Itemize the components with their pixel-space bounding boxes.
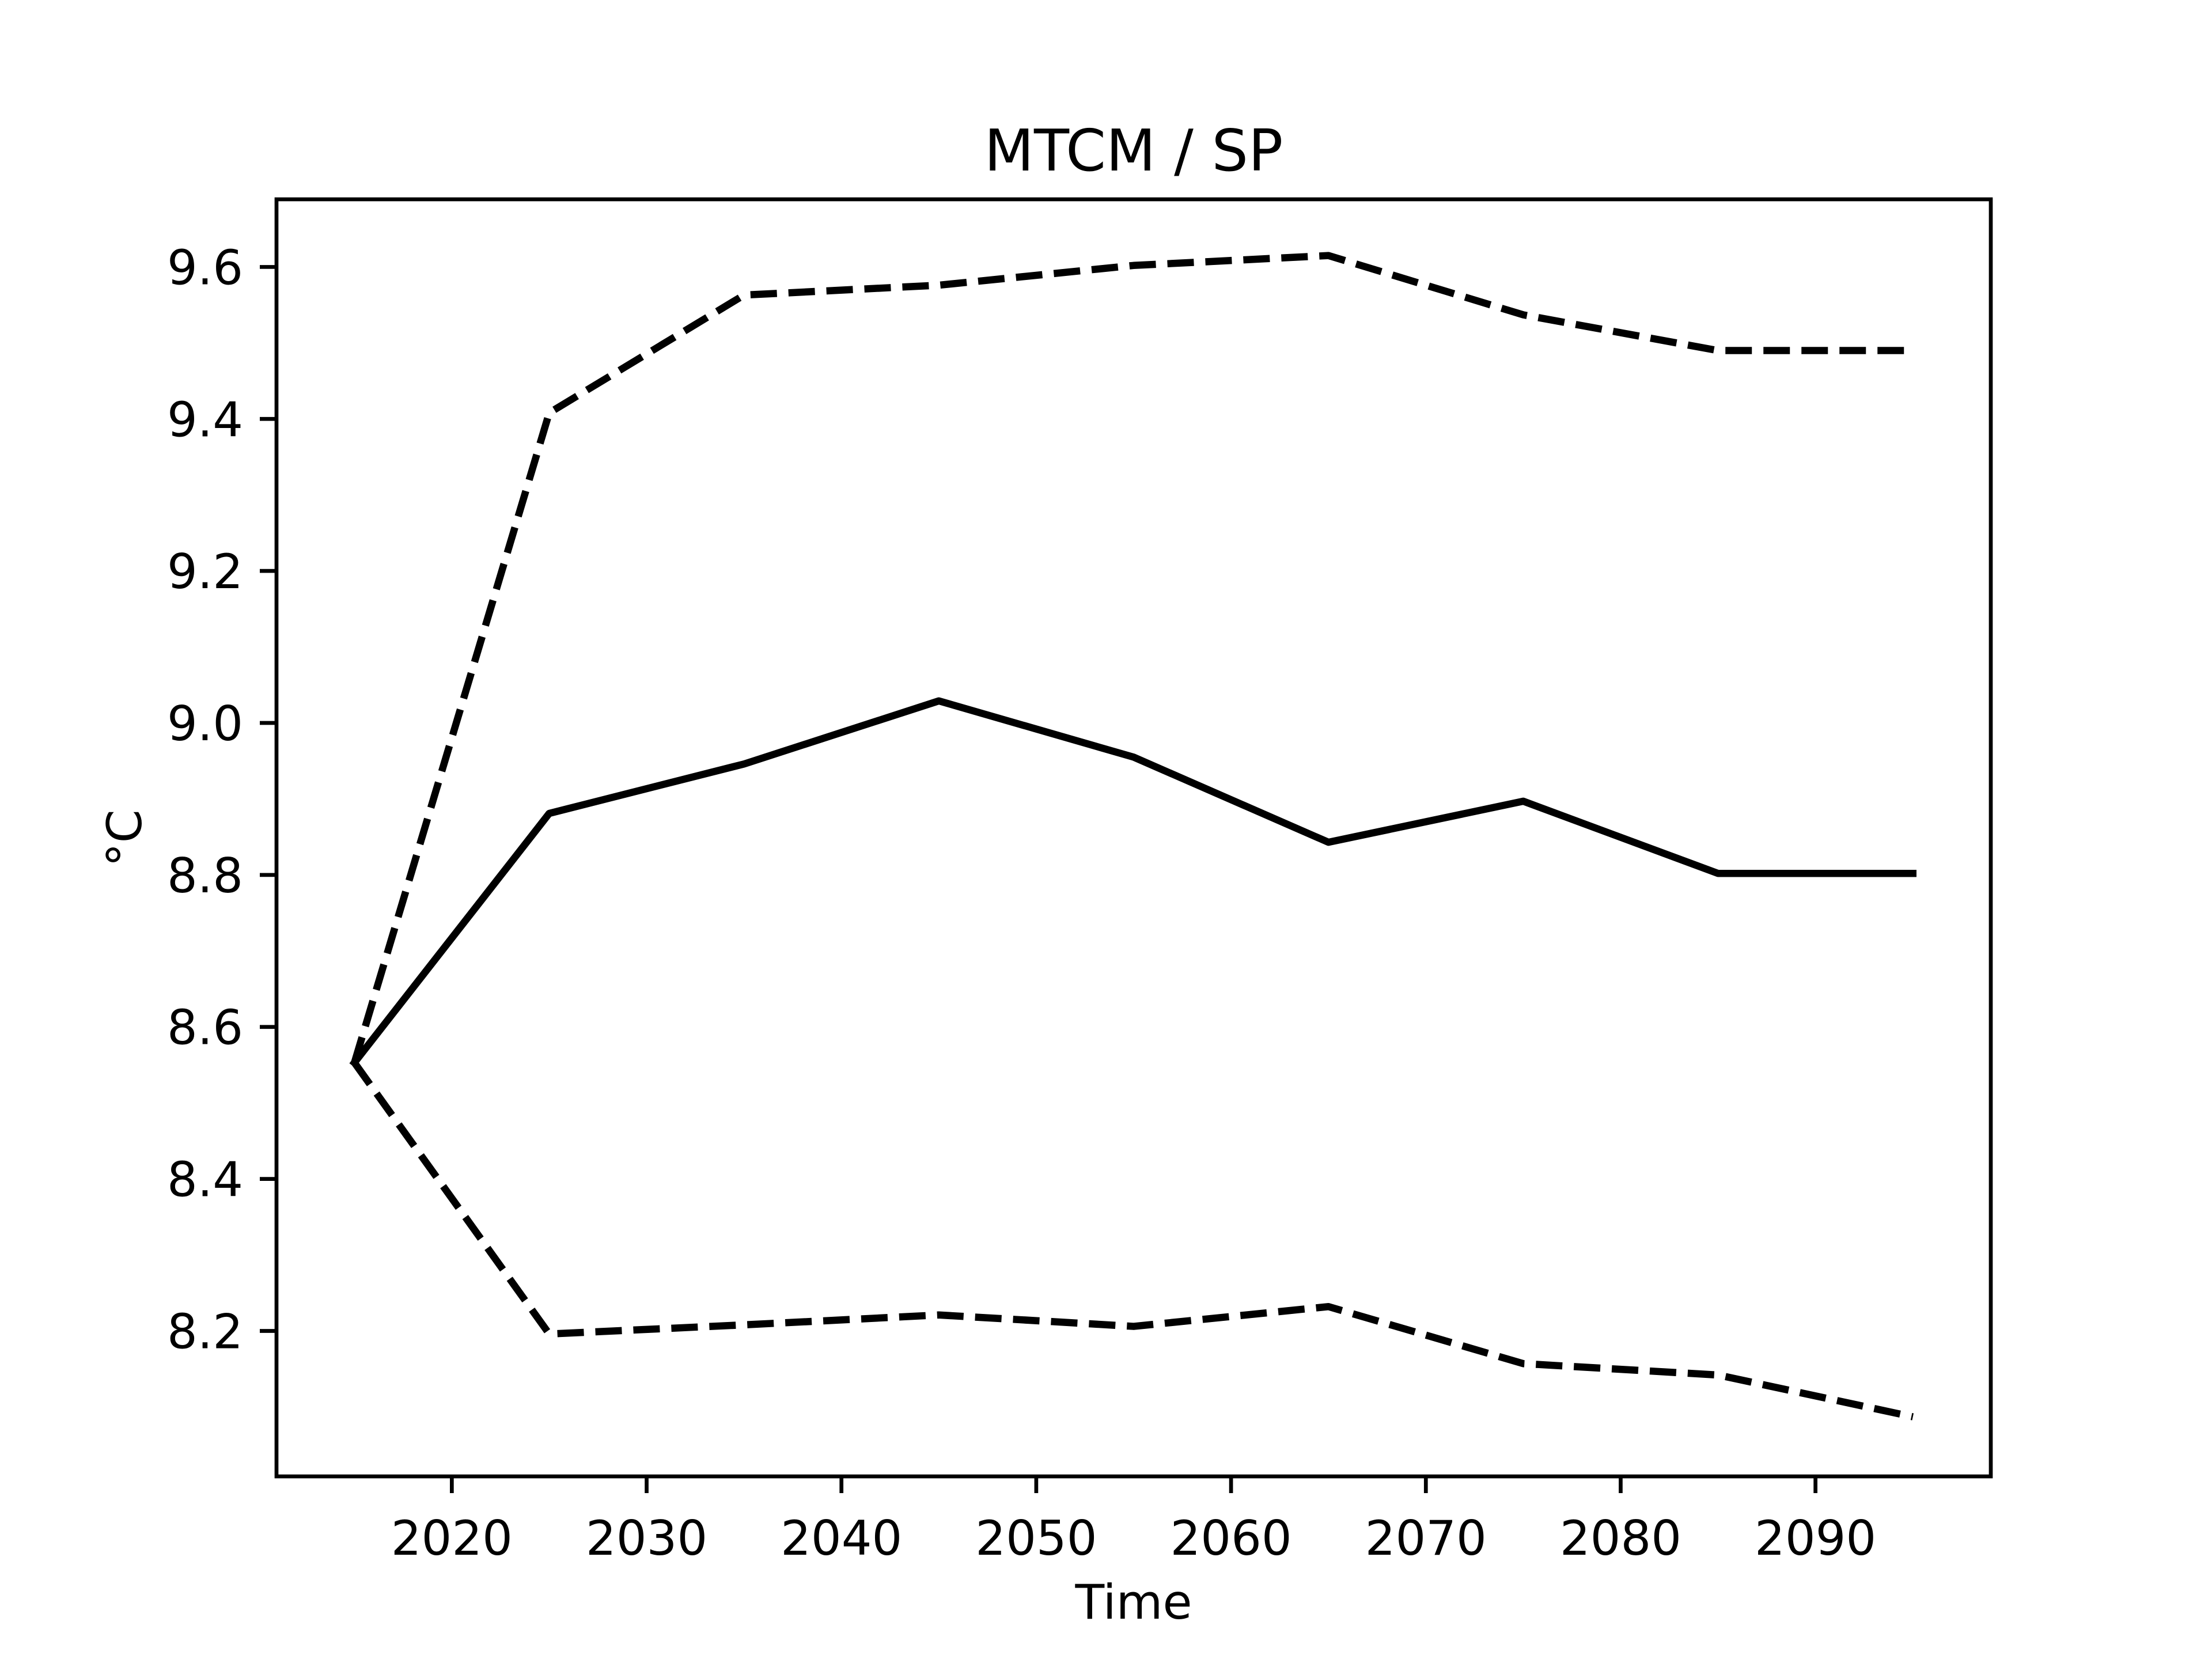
chart-title: MTCM / SP [984, 117, 1283, 184]
y-tick-label: 9.2 [167, 544, 243, 600]
x-tick-label: 2040 [781, 1510, 902, 1566]
x-tick-label: 2080 [1560, 1510, 1681, 1566]
y-tick-label: 8.4 [167, 1152, 243, 1208]
x-tick-label: 2020 [391, 1510, 513, 1566]
plot-frame [274, 197, 1993, 1479]
y-tick-label: 9.0 [167, 696, 243, 752]
y-axis-label: °C [97, 809, 153, 866]
x-tick-label: 2030 [586, 1510, 707, 1566]
x-tick-label: 2060 [1170, 1510, 1291, 1566]
line [349, 697, 1916, 1068]
y-tick-label: 8.8 [167, 848, 243, 904]
y-tick-label: 8.6 [167, 1000, 243, 1056]
x-tick-label: 2050 [975, 1510, 1097, 1566]
y-tick-label: 9.6 [167, 240, 243, 296]
x-tick-label: 2090 [1755, 1510, 1876, 1566]
x-tick-label: 2070 [1365, 1510, 1487, 1566]
y-tick-label: 9.4 [167, 392, 243, 448]
x-axis-label: Time [1074, 1574, 1192, 1630]
y-tick-label: 8.2 [167, 1304, 243, 1359]
dashed-line [351, 252, 1913, 1064]
dashed-line [351, 1060, 1914, 1421]
